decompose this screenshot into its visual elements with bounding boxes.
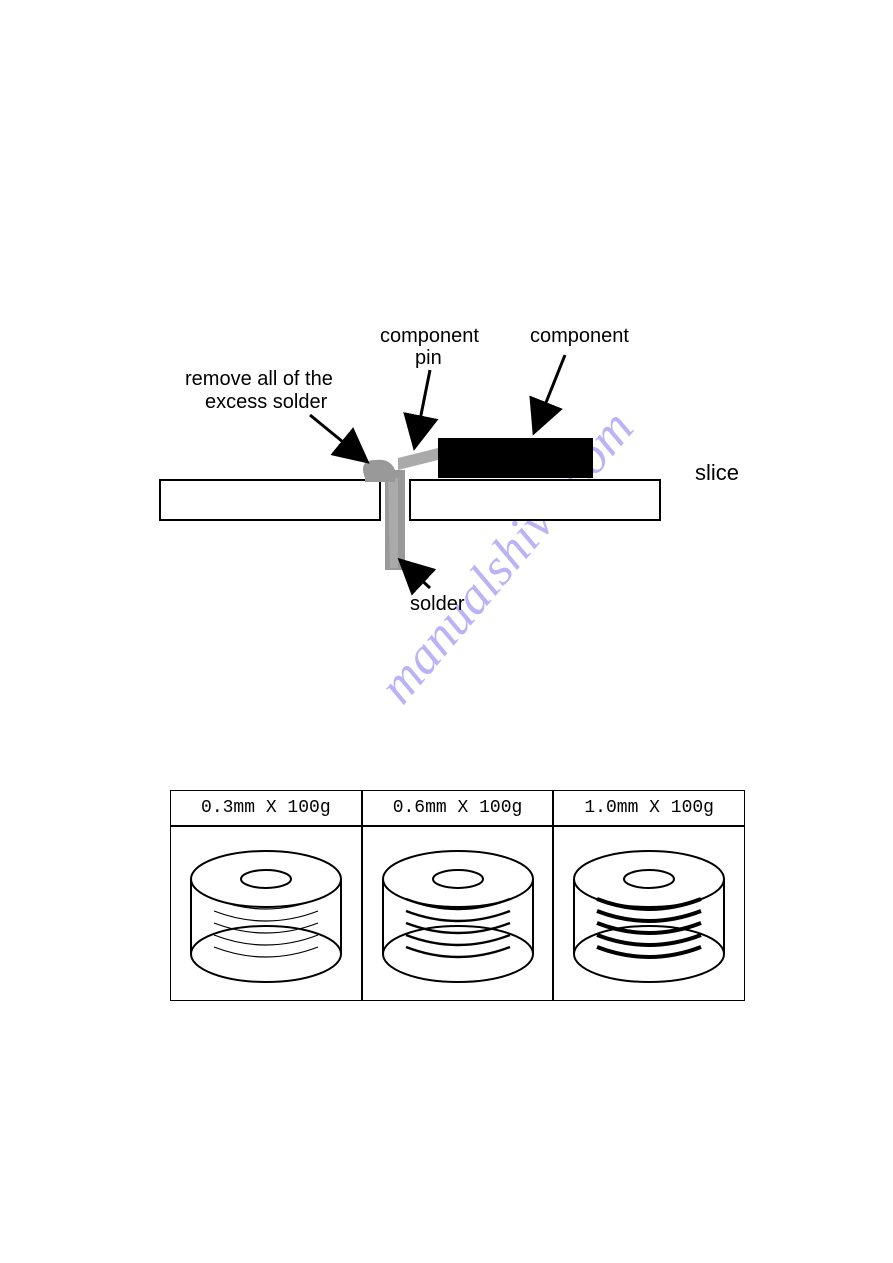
solder-table: 0.3mm X 100g 0.6mm X 100g 1.0mm X 100g (170, 790, 745, 1001)
spool-svg-1 (181, 839, 351, 989)
arrow-solder (402, 562, 430, 588)
slice-left (160, 480, 380, 520)
label-component-pin-line1: component (380, 325, 479, 347)
diagram-svg: remove all of the excess solder componen… (140, 310, 760, 620)
spool-svg-3 (564, 839, 734, 989)
spool-cell-1 (170, 826, 362, 1001)
spool-cell-2 (362, 826, 554, 1001)
label-component-pin-line2: pin (415, 347, 442, 369)
header-label-2: 0.6mm X 100g (393, 798, 523, 818)
spool-svg-2 (373, 839, 543, 989)
slice-right (410, 480, 660, 520)
table-spool-row (170, 826, 745, 1001)
header-label-3: 1.0mm X 100g (584, 798, 714, 818)
spool-cell-3 (553, 826, 745, 1001)
table-header-row: 0.3mm X 100g 0.6mm X 100g 1.0mm X 100g (170, 790, 745, 826)
label-excess-solder-line2: excess solder (205, 391, 328, 413)
arrow-component-pin (415, 370, 430, 445)
solder-bump (363, 460, 395, 482)
label-excess-solder-line1: remove all of the (185, 368, 333, 390)
arrow-excess-solder (310, 415, 365, 460)
header-label-1: 0.3mm X 100g (201, 798, 331, 818)
label-component: component (530, 325, 629, 347)
label-solder: solder (410, 593, 465, 615)
soldering-diagram: remove all of the excess solder componen… (140, 310, 760, 620)
arrow-component (535, 355, 565, 430)
label-slice: slice (695, 460, 739, 485)
component-pin-top (398, 448, 438, 470)
component-body (438, 438, 593, 478)
table-header-cell-3: 1.0mm X 100g (553, 790, 745, 826)
table-header-cell-2: 0.6mm X 100g (362, 790, 554, 826)
table-header-cell-1: 0.3mm X 100g (170, 790, 362, 826)
